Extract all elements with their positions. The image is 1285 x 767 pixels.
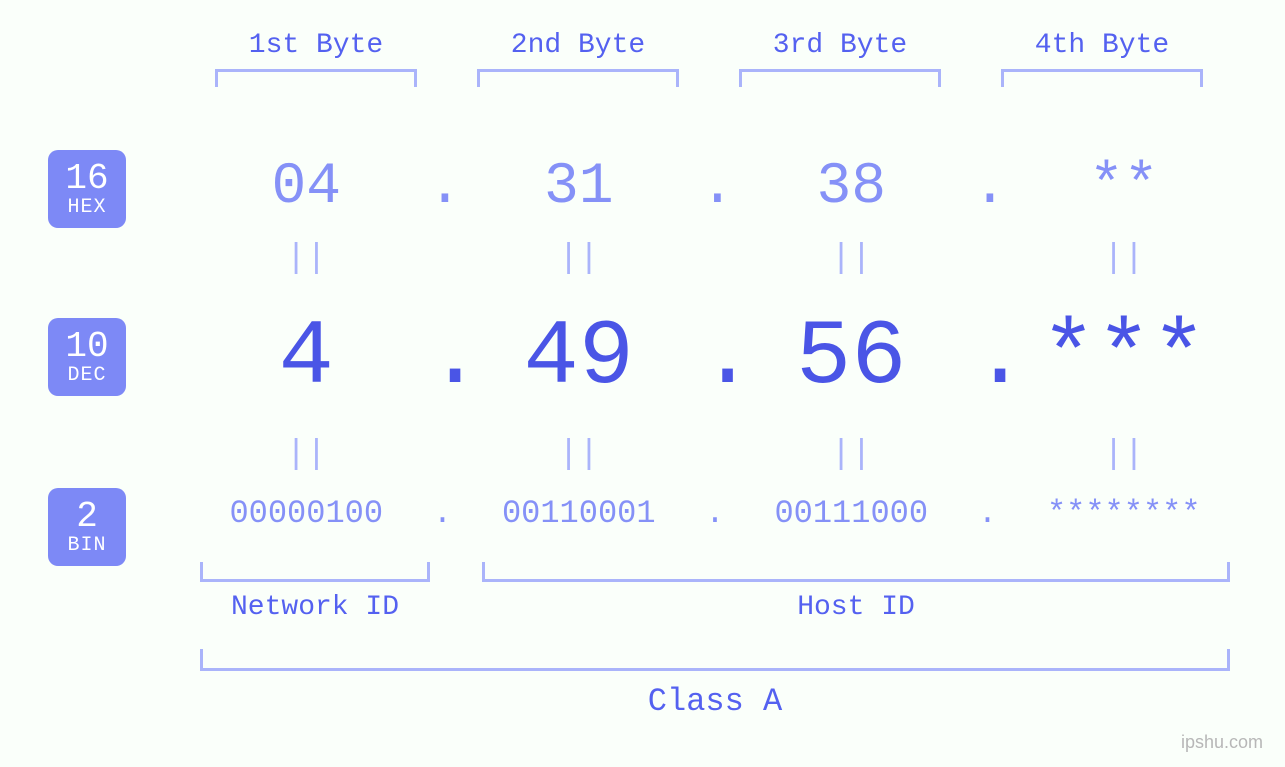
dot-icon: . bbox=[428, 495, 458, 532]
equals-icon: || bbox=[458, 436, 701, 474]
hex-byte-2: 31 bbox=[458, 155, 701, 220]
byte-col-3: 3rd Byte bbox=[709, 30, 971, 87]
bracket-gap bbox=[445, 562, 467, 582]
equals-icon: || bbox=[730, 240, 973, 278]
byte-bracket-3 bbox=[739, 69, 941, 87]
byte-col-4: 4th Byte bbox=[971, 30, 1233, 87]
byte-bracket-1 bbox=[215, 69, 417, 87]
label-gap bbox=[445, 592, 467, 623]
network-id-label: Network ID bbox=[185, 592, 445, 623]
byte-bracket-2 bbox=[477, 69, 679, 87]
badge-dec: 10 DEC bbox=[48, 318, 126, 396]
eq-spacer bbox=[973, 240, 1003, 278]
equals-icon: || bbox=[458, 240, 701, 278]
equals-icon: || bbox=[185, 240, 428, 278]
dot-icon: . bbox=[700, 495, 730, 532]
dot-icon: . bbox=[428, 305, 458, 410]
badge-hex-base: 16 bbox=[65, 160, 108, 198]
eq-spacer bbox=[700, 436, 730, 474]
eq-spacer bbox=[973, 436, 1003, 474]
badge-hex-name: HEX bbox=[67, 197, 106, 218]
equals-icon: || bbox=[730, 436, 973, 474]
equals-icon: || bbox=[1003, 240, 1246, 278]
dec-row: 4 . 49 . 56 . *** bbox=[185, 305, 1245, 410]
dec-byte-1: 4 bbox=[185, 305, 428, 410]
bin-byte-1: 00000100 bbox=[185, 495, 428, 532]
badge-dec-name: DEC bbox=[67, 365, 106, 386]
id-label-row: Network ID Host ID bbox=[185, 592, 1245, 623]
dot-icon: . bbox=[700, 155, 730, 220]
dot-icon: . bbox=[973, 305, 1003, 410]
badge-dec-base: 10 bbox=[65, 328, 108, 366]
host-id-label: Host ID bbox=[467, 592, 1245, 623]
bin-byte-3: 00111000 bbox=[730, 495, 973, 532]
byte-col-2: 2nd Byte bbox=[447, 30, 709, 87]
dot-icon: . bbox=[973, 155, 1003, 220]
bottom-bracket-group: Network ID Host ID Class A bbox=[185, 562, 1245, 720]
eq-spacer bbox=[428, 240, 458, 278]
dec-byte-3: 56 bbox=[730, 305, 973, 410]
badge-bin-base: 2 bbox=[76, 498, 98, 536]
equals-icon: || bbox=[185, 436, 428, 474]
class-label: Class A bbox=[185, 683, 1245, 720]
eq-spacer bbox=[700, 240, 730, 278]
byte-col-1: 1st Byte bbox=[185, 30, 447, 87]
dot-icon: . bbox=[428, 155, 458, 220]
network-id-bracket bbox=[200, 562, 430, 582]
dec-byte-4: *** bbox=[1003, 305, 1246, 410]
bin-byte-2: 00110001 bbox=[458, 495, 701, 532]
bin-byte-4: ******** bbox=[1003, 495, 1246, 532]
hex-byte-1: 04 bbox=[185, 155, 428, 220]
eq-spacer bbox=[428, 436, 458, 474]
dot-icon: . bbox=[700, 305, 730, 410]
byte-label-1: 1st Byte bbox=[185, 30, 447, 61]
dec-byte-2: 49 bbox=[458, 305, 701, 410]
hex-byte-4: ** bbox=[1003, 155, 1246, 220]
byte-label-3: 3rd Byte bbox=[709, 30, 971, 61]
id-bracket-row bbox=[185, 562, 1245, 582]
byte-bracket-4 bbox=[1001, 69, 1203, 87]
bin-row: 00000100 . 00110001 . 00111000 . *******… bbox=[185, 495, 1245, 532]
host-id-bracket bbox=[482, 562, 1230, 582]
dot-icon: . bbox=[973, 495, 1003, 532]
watermark-text: ipshu.com bbox=[1181, 732, 1263, 753]
equals-row-1: || || || || bbox=[185, 240, 1245, 278]
badge-bin-name: BIN bbox=[67, 535, 106, 556]
equals-icon: || bbox=[1003, 436, 1246, 474]
hex-byte-3: 38 bbox=[730, 155, 973, 220]
equals-row-2: || || || || bbox=[185, 436, 1245, 474]
byte-header-row: 1st Byte 2nd Byte 3rd Byte 4th Byte bbox=[185, 30, 1245, 87]
class-bracket bbox=[200, 649, 1230, 671]
byte-label-4: 4th Byte bbox=[971, 30, 1233, 61]
badge-hex: 16 HEX bbox=[48, 150, 126, 228]
badge-bin: 2 BIN bbox=[48, 488, 126, 566]
hex-row: 04 . 31 . 38 . ** bbox=[185, 155, 1245, 220]
byte-label-2: 2nd Byte bbox=[447, 30, 709, 61]
